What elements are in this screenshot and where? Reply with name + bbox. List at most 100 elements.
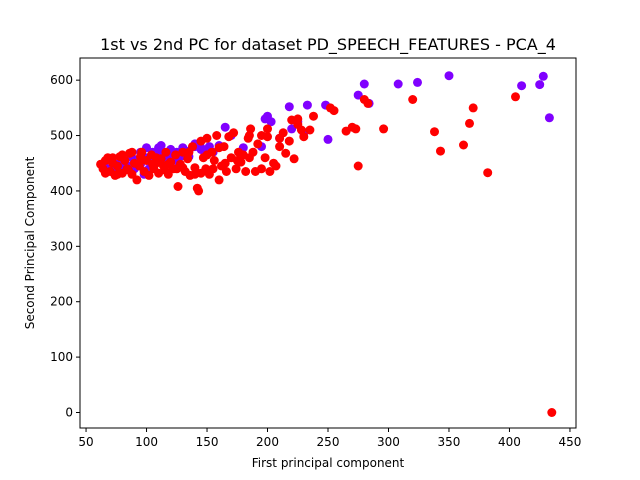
scatter-point xyxy=(113,169,122,179)
scatter-point xyxy=(100,168,110,178)
x-tick-label: 350 xyxy=(438,435,461,449)
scatter-point xyxy=(202,133,212,143)
chart-title: 1st vs 2nd PC for dataset PD_SPEECH_FEAT… xyxy=(100,35,556,55)
scatter-point xyxy=(209,156,219,165)
scatter-point xyxy=(305,125,315,135)
y-tick-label: 200 xyxy=(50,295,73,309)
scatter-point xyxy=(289,154,299,164)
scatter-point xyxy=(220,122,230,132)
scatter-point xyxy=(413,77,422,87)
y-axis-label: Second Principal Component xyxy=(23,156,37,329)
x-tick-label: 100 xyxy=(135,435,158,449)
scatter-point xyxy=(359,79,369,89)
scatter-point xyxy=(123,165,133,175)
points-layer xyxy=(96,71,557,417)
scatter-point xyxy=(329,106,339,116)
y-tick-label: 300 xyxy=(50,239,73,253)
scatter-point xyxy=(459,140,468,150)
x-tick-label: 400 xyxy=(498,435,521,449)
scatter-point xyxy=(156,141,166,150)
scatter-point xyxy=(275,133,285,143)
scatter-point xyxy=(231,164,241,174)
scatter-point xyxy=(241,167,251,176)
scatter-point xyxy=(302,100,312,110)
x-tick-label: 200 xyxy=(256,435,279,449)
scatter-point xyxy=(511,92,520,102)
scatter-point xyxy=(266,117,276,127)
x-axis-ticks: 50 100 150 200 250 300 350 400 450 xyxy=(78,428,581,449)
scatter-point xyxy=(517,81,527,91)
scatter-point xyxy=(127,147,137,157)
scatter-point xyxy=(244,153,254,163)
scatter-point xyxy=(160,165,170,175)
scatter-point xyxy=(232,156,242,165)
scatter-point xyxy=(214,175,224,185)
scatter-point xyxy=(544,113,554,123)
x-tick-label: 450 xyxy=(558,435,581,449)
y-tick-label: 0 xyxy=(65,405,73,419)
scatter-point xyxy=(408,95,418,104)
scatter-point xyxy=(444,71,454,81)
scatter-point xyxy=(148,159,158,169)
scatter-point xyxy=(229,128,239,138)
scatter-point xyxy=(535,80,545,90)
y-tick-label: 100 xyxy=(50,350,73,364)
scatter-point xyxy=(323,134,333,144)
scatter-point xyxy=(190,163,200,173)
scatter-point xyxy=(271,161,281,171)
scatter-point xyxy=(547,408,557,417)
scatter-point xyxy=(151,153,161,163)
scatter-point xyxy=(363,98,373,108)
scatter-point xyxy=(430,127,439,137)
scatter-point xyxy=(117,150,127,160)
scatter-point xyxy=(244,131,254,140)
scatter-point xyxy=(351,124,361,134)
scatter-point xyxy=(293,120,303,129)
scatter-point xyxy=(194,186,204,196)
scatter-point xyxy=(257,164,266,174)
scatter-point xyxy=(265,167,275,176)
scatter-point xyxy=(221,167,231,176)
x-tick-label: 50 xyxy=(78,435,93,449)
scatter-point xyxy=(161,147,171,157)
x-axis-label: First principal component xyxy=(252,456,405,470)
scatter-point xyxy=(253,139,263,149)
scatter-point xyxy=(108,153,118,163)
scatter-point xyxy=(353,161,363,171)
scatter-point xyxy=(284,102,294,112)
scatter-point xyxy=(281,148,291,158)
scatter-point xyxy=(538,71,548,81)
scatter-point xyxy=(263,132,272,142)
x-tick-label: 300 xyxy=(377,435,400,449)
y-tick-label: 500 xyxy=(50,129,73,143)
scatter-point xyxy=(436,146,445,156)
scatter-point xyxy=(263,124,272,134)
scatter-point xyxy=(212,131,222,140)
scatter-point xyxy=(284,136,294,146)
scatter-point xyxy=(468,103,478,113)
scatter-point xyxy=(260,153,270,163)
scatter-point xyxy=(137,155,147,165)
scatter-point xyxy=(483,168,493,178)
scatter-point xyxy=(172,164,182,174)
scatter-point xyxy=(173,182,183,191)
scatter-point xyxy=(196,168,206,178)
scatter-point xyxy=(309,111,318,121)
scatter-point xyxy=(379,124,389,134)
scatter-point xyxy=(132,175,142,185)
y-axis-ticks: 0 100 200 300 400 500 600 xyxy=(50,73,80,419)
x-tick-label: 250 xyxy=(317,435,340,449)
scatter-point xyxy=(275,142,285,152)
x-tick-label: 150 xyxy=(196,435,219,449)
scatter-point xyxy=(214,143,224,153)
scatter-point xyxy=(393,79,403,89)
scatter-point xyxy=(202,150,212,160)
y-tick-label: 600 xyxy=(50,73,73,87)
scatter-point xyxy=(299,132,309,142)
scatter-point xyxy=(220,158,230,168)
scatter-point xyxy=(171,150,181,160)
scatter-point xyxy=(184,147,194,157)
y-tick-label: 400 xyxy=(50,184,73,198)
